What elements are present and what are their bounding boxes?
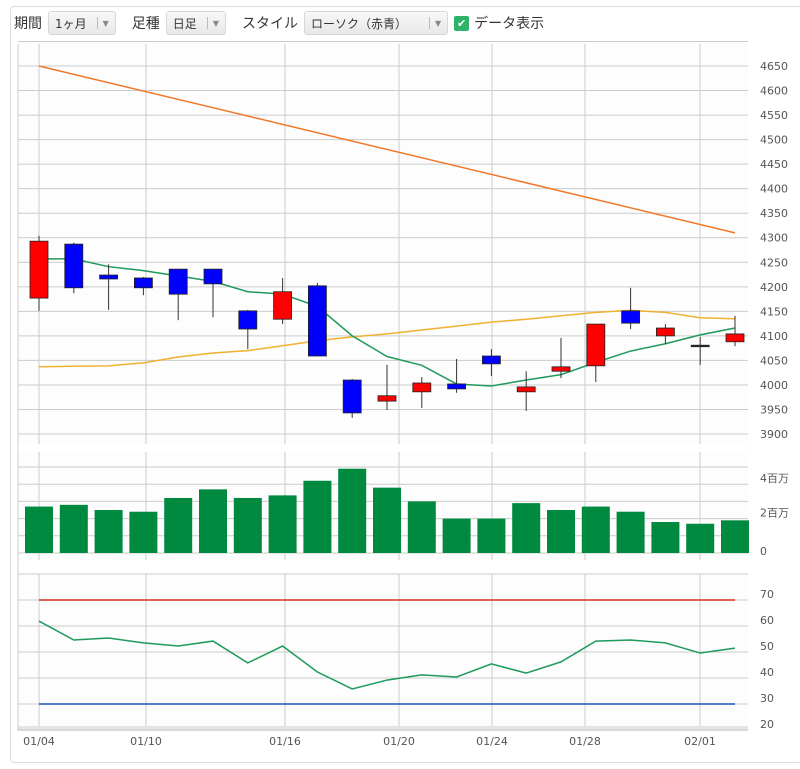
volume-bar <box>581 506 610 553</box>
price-tick-label: 4150 <box>760 305 788 318</box>
candle-body <box>481 355 501 365</box>
candle-body <box>133 277 153 289</box>
bar-type-select[interactable]: 日足 ▼ <box>165 11 226 35</box>
volume-bar <box>199 489 227 553</box>
volume-bar <box>59 504 88 553</box>
price-tick-label: 4600 <box>760 85 788 98</box>
candle-body <box>586 323 606 367</box>
candle-body <box>412 382 432 393</box>
ma-mid-line <box>38 309 736 368</box>
price-tick-label: 4000 <box>760 379 788 392</box>
volume-tick-label: 4百万 <box>760 472 789 485</box>
candle-body <box>99 274 118 280</box>
price-tick-label: 4500 <box>760 134 788 147</box>
volume-bar <box>651 522 680 553</box>
x-tick-label: 01/04 <box>23 735 55 748</box>
candle-body <box>203 268 223 285</box>
volume-bar <box>268 495 297 553</box>
volume-bar <box>616 511 645 553</box>
volume-bar <box>512 503 541 553</box>
candle-body <box>29 240 49 299</box>
price-tick-label: 4350 <box>760 207 788 220</box>
chevron-down-icon: ▼ <box>434 18 442 28</box>
price-tick-label: 3900 <box>760 428 788 441</box>
x-tick-label: 01/24 <box>476 735 508 748</box>
volume-bar <box>407 501 436 553</box>
show-data-checkbox[interactable]: ✔ <box>454 15 470 31</box>
ma-short-line <box>39 258 736 387</box>
candle-body <box>377 395 397 402</box>
x-tick-label: 01/16 <box>269 735 301 748</box>
volume-bar <box>129 511 158 553</box>
chevron-down-icon: ▼ <box>212 18 219 28</box>
rsi-bottom-bar <box>18 726 748 731</box>
rsi-line <box>38 620 736 690</box>
x-tick-label: 01/20 <box>383 735 415 748</box>
show-data-label[interactable]: データ表示 <box>474 16 545 32</box>
ma-long-line <box>38 65 736 234</box>
volume-bar <box>303 480 332 553</box>
price-tick-label: 4550 <box>760 109 788 122</box>
volume-bar <box>25 506 53 553</box>
candle-body <box>307 285 327 357</box>
rsi-tick-label: 60 <box>760 614 774 627</box>
candle-body <box>621 310 640 324</box>
style-label: スタイル <box>241 16 298 32</box>
rsi-tick-label: 30 <box>760 692 774 705</box>
volume-bar <box>94 510 123 553</box>
price-tick-label: 4300 <box>760 232 788 245</box>
volume-bar <box>721 520 749 553</box>
candle-body <box>342 379 362 414</box>
rsi-tick-label: 20 <box>760 718 774 731</box>
period-select[interactable]: 1ヶ月 ▼ <box>48 11 116 35</box>
period-value: 1ヶ月 <box>55 16 87 31</box>
candle-body <box>516 386 536 393</box>
bar-type-label: 足種 <box>131 16 160 32</box>
volume-bar <box>547 510 575 553</box>
x-tick-label: 01/28 <box>569 735 601 748</box>
price-tick-label: 4100 <box>760 330 788 343</box>
x-tick-label: 02/01 <box>684 735 716 748</box>
candle-body <box>238 310 258 330</box>
rsi-tick-label: 50 <box>760 640 774 653</box>
volume-bar <box>338 468 367 553</box>
period-label: 期間 <box>14 16 42 32</box>
volume-tick-label: 0 <box>760 545 767 558</box>
price-tick-label: 4050 <box>760 354 788 367</box>
candle-body <box>64 243 84 289</box>
price-tick-label: 4400 <box>760 183 788 196</box>
volume-bar <box>686 523 715 553</box>
price-panel <box>18 44 748 444</box>
price-tick-label: 4200 <box>760 281 788 294</box>
volume-bar <box>233 497 262 553</box>
price-tick-label: 4250 <box>760 256 788 269</box>
price-tick-label: 4650 <box>760 60 788 73</box>
candle-body <box>551 366 571 372</box>
x-tick-label: 01/10 <box>130 735 162 748</box>
candle-body <box>690 344 710 348</box>
candle-body <box>447 383 467 390</box>
style-value: ローソク（赤青） <box>310 16 407 31</box>
rsi-tick-label: 70 <box>760 588 774 601</box>
volume-bar <box>373 487 401 553</box>
candle-body <box>725 333 745 343</box>
volume-bar <box>164 497 193 553</box>
candle-body <box>656 327 675 337</box>
chevron-down-icon: ▼ <box>102 18 109 28</box>
bar-type-value: 日足 <box>172 16 197 31</box>
candle-body <box>168 268 188 295</box>
volume-bar <box>477 518 506 553</box>
price-tick-label: 4450 <box>760 158 788 171</box>
style-select[interactable]: ローソク（赤青） ▼ <box>303 11 449 35</box>
price-tick-label: 3950 <box>760 403 788 416</box>
toolbar: 期間 1ヶ月 ▼ 足種 日足 ▼ スタイル ローソク（赤青） ▼ ✔ データ表示 <box>14 10 544 36</box>
volume-tick-label: 2百万 <box>760 507 789 520</box>
volume-bar <box>442 518 471 553</box>
rsi-tick-label: 40 <box>760 666 774 679</box>
rsi-panel <box>18 574 748 726</box>
candle-body <box>273 291 293 320</box>
